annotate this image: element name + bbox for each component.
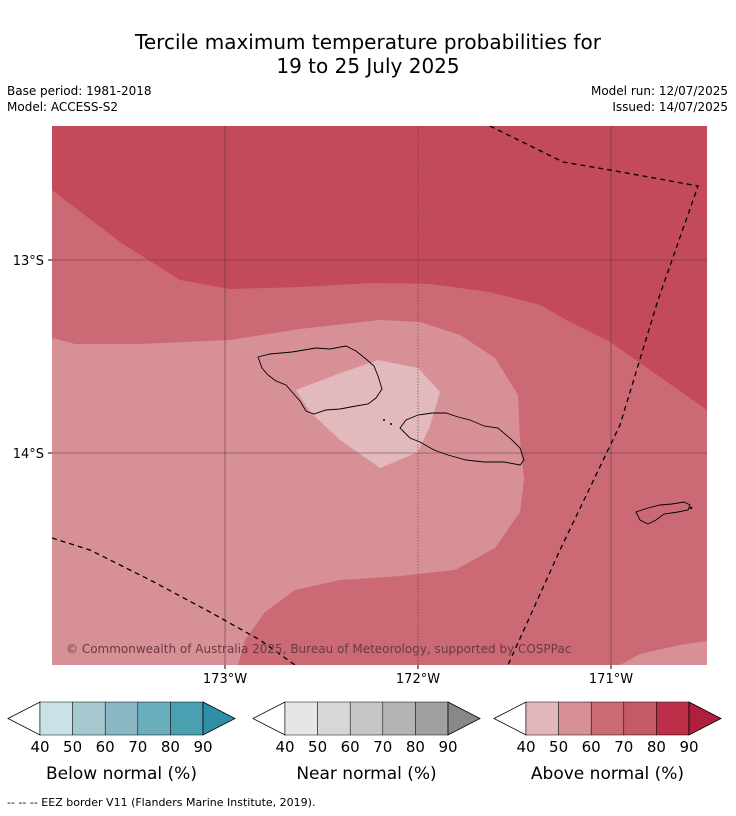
colorbar-tick-label: 40 bbox=[275, 738, 294, 756]
colorbar-tick-label: 60 bbox=[96, 738, 115, 756]
colorbar-tick-label: 90 bbox=[193, 738, 212, 756]
savaii-island bbox=[257, 345, 383, 415]
colorbar-segment bbox=[590, 701, 625, 736]
islet-aunuu bbox=[689, 506, 693, 510]
colorbar-tick-label: 90 bbox=[679, 738, 698, 756]
colorbar-segment bbox=[525, 701, 559, 736]
tutuila-island bbox=[635, 501, 691, 525]
title-line-2: 19 to 25 July 2025 bbox=[276, 54, 460, 78]
model-name: Model: ACCESS-S2 bbox=[7, 100, 119, 114]
probability-zone-60-southeast bbox=[620, 641, 707, 665]
colorbar-segment bbox=[104, 701, 139, 736]
colorbar-tick-label: 80 bbox=[161, 738, 180, 756]
eez-footnote: -- -- -- EEZ border V11 (Flanders Marine… bbox=[7, 796, 316, 809]
colorbar-tick-label: 60 bbox=[341, 738, 360, 756]
colorbar-segment bbox=[656, 701, 690, 736]
colorbar-tick-label: 70 bbox=[128, 738, 147, 756]
lat-label-13s: 13°S bbox=[13, 254, 44, 269]
colorbars: 40 50 60 70 80 90 Below normal (%) 40 50 60 70 80 90… bbox=[7, 701, 722, 784]
colorbar-segment bbox=[137, 701, 171, 736]
lon-label-173w: 173°W bbox=[203, 672, 247, 687]
colorbar-title: Above normal (%) bbox=[531, 764, 684, 784]
meta-left: Base period: 1981-2018 Model: ACCESS-S2 bbox=[7, 83, 152, 115]
islet-manono bbox=[383, 419, 385, 421]
lon-label-171w: 171°W bbox=[589, 672, 633, 687]
colorbar-high-extension bbox=[202, 701, 236, 736]
upolu-island bbox=[399, 412, 525, 466]
colorbar-tick-label: 80 bbox=[647, 738, 666, 756]
colorbar-title: Near normal (%) bbox=[296, 764, 436, 784]
colorbar-segment bbox=[317, 701, 351, 736]
colorbar-segment bbox=[382, 701, 416, 736]
colorbar-high-extension bbox=[447, 701, 481, 736]
colorbar-high-extension bbox=[688, 701, 722, 736]
colorbar-tick-label: 80 bbox=[406, 738, 425, 756]
lat-label-14s: 14°S bbox=[13, 447, 44, 462]
colorbar-segment bbox=[39, 701, 73, 736]
probability-zone-50 bbox=[296, 360, 440, 468]
colorbar-segment bbox=[284, 701, 318, 736]
lon-label-172w: 172°W bbox=[396, 672, 440, 687]
meta-right: Model run: 12/07/2025 Issued: 14/07/2025 bbox=[591, 83, 728, 115]
model-run: Model run: 12/07/2025 bbox=[590, 84, 728, 98]
colorbar-tick-label: 50 bbox=[549, 738, 568, 756]
copyright-notice: © Commonwealth of Australia 2025, Bureau… bbox=[66, 642, 571, 656]
colorbar-segment bbox=[72, 701, 106, 736]
colorbar-low-extension bbox=[7, 701, 41, 736]
eez-border bbox=[52, 126, 699, 665]
colorbar-segment bbox=[349, 701, 384, 736]
colorbar-tick-label: 50 bbox=[308, 738, 327, 756]
colorbar-segment bbox=[623, 701, 657, 736]
colorbar-tick-label: 60 bbox=[582, 738, 601, 756]
colorbar-tick-label: 40 bbox=[516, 738, 535, 756]
colorbar-segment bbox=[415, 701, 449, 736]
base-period: Base period: 1981-2018 bbox=[7, 84, 152, 98]
colorbar-segment bbox=[558, 701, 592, 736]
colorbar-tick-label: 70 bbox=[373, 738, 392, 756]
colorbar-title: Below normal (%) bbox=[46, 764, 197, 784]
colorbar-tick-label: 70 bbox=[614, 738, 633, 756]
issued-date: Issued: 14/07/2025 bbox=[612, 100, 728, 114]
tick-marks bbox=[48, 259, 612, 669]
islet-apolima bbox=[390, 423, 392, 425]
colorbar-segment bbox=[170, 701, 204, 736]
colorbar-tick-label: 90 bbox=[438, 738, 457, 756]
map-panel: © Commonwealth of Australia 2025, Bureau… bbox=[52, 126, 707, 665]
gridlines bbox=[52, 126, 707, 665]
colorbar-below: 40 50 60 70 80 90 Below normal (%) bbox=[7, 701, 236, 784]
colorbar-low-extension bbox=[493, 701, 527, 736]
title-line-1: Tercile maximum temperature probabilitie… bbox=[135, 30, 601, 54]
colorbar-low-extension bbox=[252, 701, 286, 736]
colorbar-above: 40 50 60 70 80 90 Above normal (%) bbox=[493, 701, 722, 784]
colorbar-tick-label: 50 bbox=[63, 738, 82, 756]
chart-title: Tercile maximum temperature probabilitie… bbox=[0, 30, 736, 78]
colorbar-tick-label: 40 bbox=[30, 738, 49, 756]
